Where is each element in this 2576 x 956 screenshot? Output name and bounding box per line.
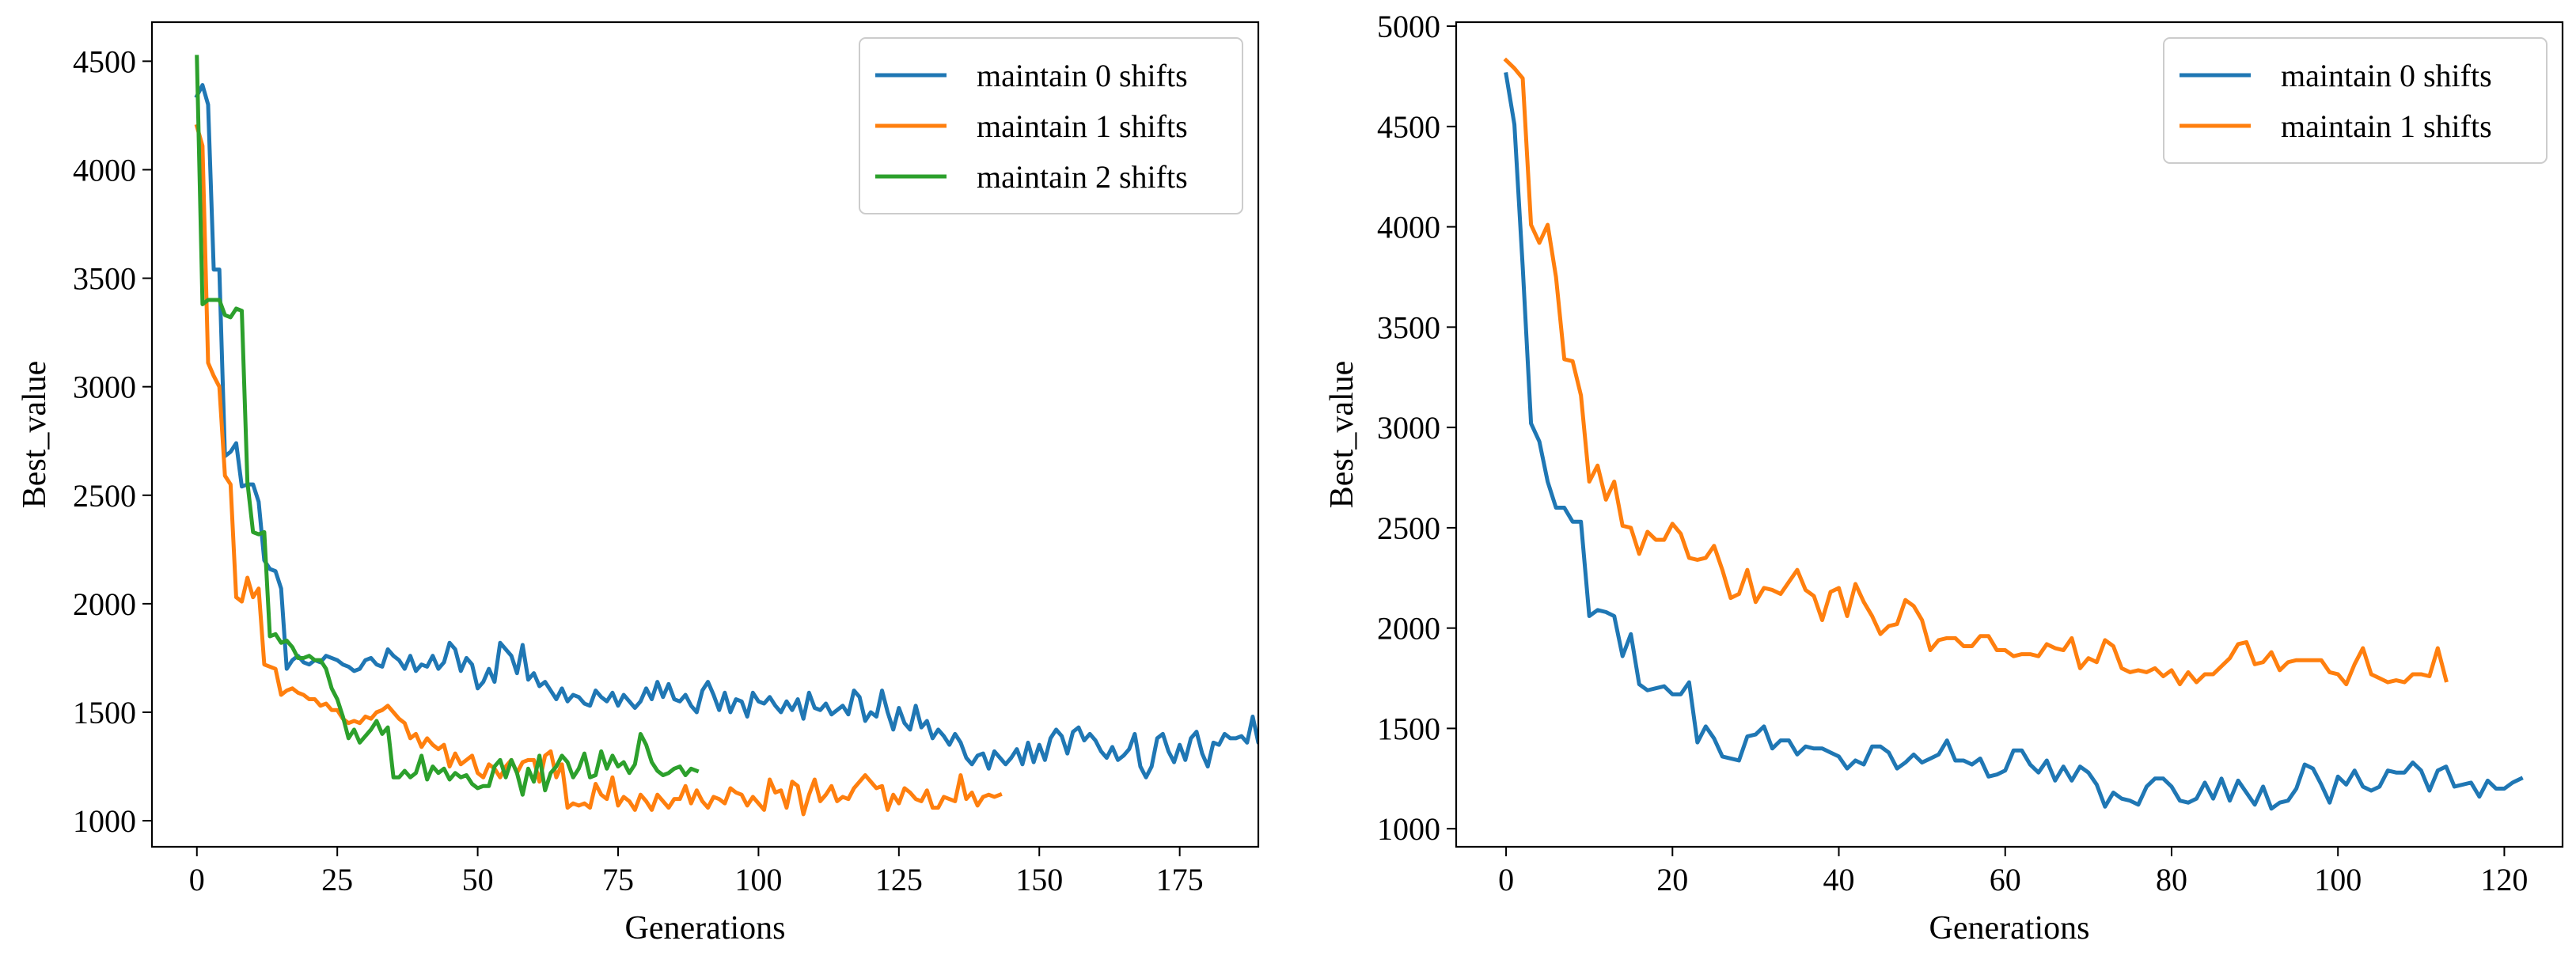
x-tick-label: 25	[321, 862, 353, 897]
x-tick-label: 120	[2480, 862, 2528, 897]
y-tick-label: 4500	[1377, 109, 1440, 145]
legend-box	[859, 37, 1243, 214]
series-line-3	[195, 55, 700, 797]
legend-label-3: maintain 2 shifts	[977, 159, 1188, 195]
legend: maintain 0 shifts maintain 1 shifts	[2163, 37, 2548, 164]
x-axis-label: Generations	[1929, 910, 2090, 947]
x-tick-label: 20	[1656, 862, 1688, 897]
legend-label-2: maintain 1 shifts	[2281, 108, 2492, 144]
legend-label-1: maintain 0 shifts	[2281, 58, 2492, 93]
y-tick-label: 1500	[1377, 711, 1440, 746]
x-tick-label: 80	[2156, 862, 2187, 897]
x-tick-label: 100	[2314, 862, 2362, 897]
x-axis-label: Generations	[625, 910, 786, 947]
y-tick-label: 4500	[73, 44, 136, 79]
y-tick-label: 1000	[1377, 811, 1440, 847]
legend-label-1: maintain 0 shifts	[977, 58, 1188, 93]
x-tick-label: 40	[1823, 862, 1855, 897]
y-tick-label: 3000	[1377, 410, 1440, 446]
series-group	[1503, 57, 2524, 811]
y-tick-label: 4000	[73, 152, 136, 188]
series-line-1	[194, 83, 1258, 780]
plot-frame	[1455, 21, 2564, 848]
y-axis-label: Best_value	[1324, 361, 1360, 509]
chart-left: 0 25 50 75 100 125 150 175 1000 1500 2000 2500 3000 3…	[17, 21, 1260, 947]
y-tick-label: 5000	[1377, 9, 1440, 44]
y-tick-label: 3500	[73, 261, 136, 297]
y-tick-label: 3000	[73, 370, 136, 405]
chart-right: 0 20 40 60 80 100 120 1000 1500 2000 2500 3000 3500 4…	[1324, 9, 2564, 947]
y-tick-label: 1500	[73, 695, 136, 730]
x-tick-label: 75	[602, 862, 634, 897]
x-tick-label: 175	[1156, 862, 1204, 897]
x-tick-label: 0	[189, 862, 205, 897]
legend: maintain 0 shifts maintain 1 shifts mainta…	[859, 37, 1243, 214]
x-tick-label: 100	[734, 862, 782, 897]
y-tick-label: 3500	[1377, 309, 1440, 345]
series-line-1	[1504, 72, 2524, 811]
legend-label-2: maintain 1 shifts	[977, 108, 1188, 144]
series-line-2	[1503, 57, 2449, 687]
legend-box	[2163, 37, 2548, 164]
series-group	[194, 55, 1258, 817]
y-tick-label: 2500	[1377, 510, 1440, 546]
y-axis-label: Best_value	[17, 361, 53, 509]
x-tick-label: 125	[875, 862, 923, 897]
y-tick-label: 2500	[73, 478, 136, 514]
plot-frame	[150, 21, 1260, 848]
series-line-2	[194, 123, 1003, 817]
x-tick-label: 50	[462, 862, 494, 897]
x-tick-label: 0	[1498, 862, 1514, 897]
y-tick-label: 1000	[73, 803, 136, 839]
x-tick-label: 150	[1015, 862, 1063, 897]
y-tick-label: 4000	[1377, 210, 1440, 245]
y-tick-label: 2000	[1377, 611, 1440, 647]
x-tick-label: 60	[1990, 862, 2021, 897]
y-tick-label: 2000	[73, 586, 136, 622]
